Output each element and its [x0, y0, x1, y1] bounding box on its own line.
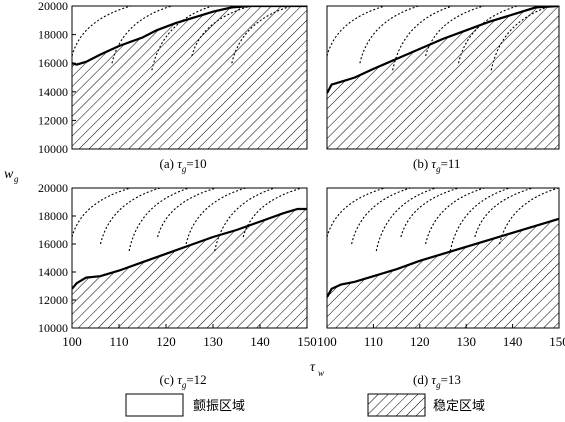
- y-tick-label: 18000: [38, 28, 68, 42]
- plot-frame: [71, 5, 308, 150]
- legend-swatch-chatter: [125, 393, 184, 417]
- lobe-curve: [490, 6, 553, 71]
- lobe-curve: [375, 188, 438, 252]
- lobe-curve: [128, 188, 192, 252]
- x-tick-label: 100: [317, 334, 337, 349]
- lobe-curve: [499, 188, 559, 245]
- lobe-curve: [157, 188, 219, 238]
- y-tick-label: 16000: [38, 56, 68, 70]
- y-tick-label: 12000: [38, 293, 68, 307]
- y-tick-label: 14000: [38, 265, 68, 279]
- lobe-curve: [449, 188, 512, 252]
- y-axis-label: w g: [4, 167, 19, 184]
- legend: 颤振区域 稳定区域: [125, 393, 485, 417]
- legend-label-chatter: 颤振区域: [193, 399, 245, 414]
- y-tick-label: 20000: [38, 0, 68, 13]
- x-axis-label: τ w: [310, 360, 324, 378]
- x-tick-label: 140: [250, 334, 270, 349]
- y-tick-label: 10000: [38, 142, 68, 156]
- panel-caption: (a) τg=10: [160, 156, 207, 174]
- lobe-curve: [359, 6, 422, 64]
- lobe-curve: [351, 188, 413, 245]
- chart-panel-b: (b) τg=11: [326, 5, 560, 174]
- lobe-curve: [457, 6, 520, 64]
- x-tick-label: 110: [364, 334, 383, 349]
- legend-label-stable: 稳定区域: [433, 398, 485, 414]
- lobe-curve: [185, 188, 248, 245]
- panel-caption: (c) τg=12: [160, 372, 207, 390]
- stable-region: [327, 6, 559, 149]
- lobe-curve: [72, 188, 134, 238]
- plot-frame: [71, 187, 308, 329]
- y-tick-label: 18000: [38, 209, 68, 223]
- lobe-curve: [327, 188, 388, 238]
- lobe-curve: [214, 188, 277, 252]
- y-tick-label: 14000: [38, 85, 68, 99]
- lobe-curve: [191, 6, 254, 57]
- x-tick-label: 130: [456, 334, 476, 349]
- x-tick-label: 150: [549, 334, 565, 349]
- plot-frame: [326, 5, 560, 150]
- lobe-curve: [111, 6, 174, 64]
- x-tick-label: 150: [297, 334, 317, 349]
- y-tick-label: 10000: [38, 321, 68, 335]
- lobe-curve: [474, 188, 536, 238]
- chart-panel-a: 10000 12000 14000 16000 18000 20000 (a) τg=10: [38, 0, 308, 174]
- y-tick-label: 16000: [38, 237, 68, 251]
- chart-panel-c: 10000 12000 14000 16000 18000 20000 100 110 120 1…: [38, 181, 317, 390]
- y-tick-label: 20000: [38, 181, 68, 195]
- stability-boundary: [72, 207, 307, 290]
- stable-region: [327, 218, 559, 328]
- lobe-curve: [151, 6, 215, 71]
- plot-frame: [326, 187, 560, 329]
- x-tick-label: 100: [62, 334, 82, 349]
- chart-panel-d: 100 110 120 130 140 150 (d) τg=13: [317, 187, 565, 390]
- panels: 10000 12000 14000 16000 18000 20000 (a) τg=10 (…: [38, 0, 565, 390]
- lobe-curve: [242, 188, 305, 238]
- x-tick-label: 110: [109, 334, 128, 349]
- x-tick-label: 140: [503, 334, 523, 349]
- svg-text:g: g: [14, 174, 19, 184]
- lobe-curve: [327, 6, 388, 57]
- stability-boundary: [72, 6, 307, 66]
- x-tick-label: 120: [156, 334, 176, 349]
- svg-text:w: w: [4, 167, 14, 182]
- lobe-curve: [400, 188, 462, 238]
- x-tick-label: 120: [410, 334, 430, 349]
- lobe-curve: [72, 6, 134, 57]
- stable-region: [72, 6, 307, 149]
- panel-caption: (b) τg=11: [413, 156, 460, 174]
- panel-caption: (d) τg=13: [413, 372, 461, 390]
- lobe-curve: [99, 188, 163, 245]
- legend-swatch-stable: [367, 393, 426, 417]
- stability-boundary: [327, 217, 559, 298]
- lobe-curve: [425, 6, 487, 57]
- stability-boundary: [327, 6, 559, 94]
- x-tick-label: 130: [203, 334, 223, 349]
- lobe-curve: [231, 6, 294, 64]
- svg-text:w: w: [318, 368, 324, 378]
- lobe-curve: [425, 188, 487, 245]
- svg-text:τ: τ: [310, 360, 316, 375]
- y-tick-label: 12000: [38, 113, 68, 127]
- stable-region: [72, 209, 307, 328]
